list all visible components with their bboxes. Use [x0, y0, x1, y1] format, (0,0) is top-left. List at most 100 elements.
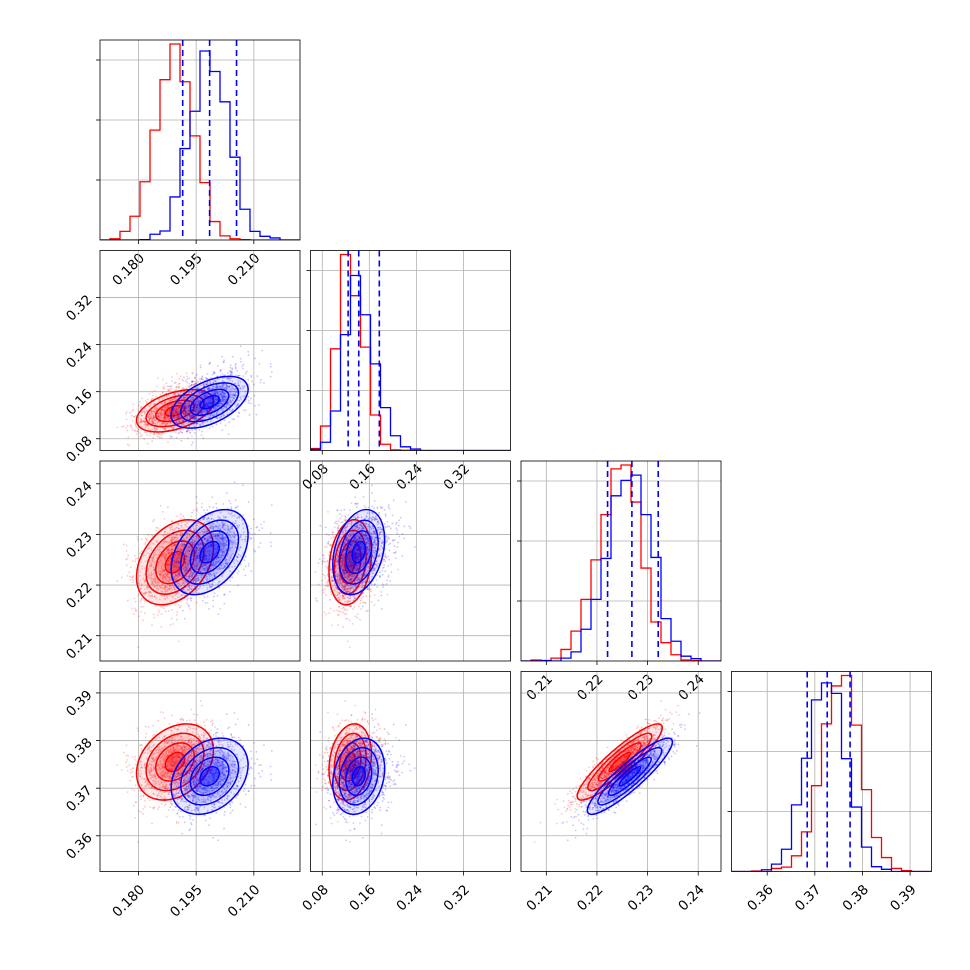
sample-point-blue [269, 541, 272, 544]
sample-point-red [154, 418, 157, 421]
sample-point-blue [192, 422, 194, 425]
sample-point-blue [223, 593, 226, 596]
sample-point-blue [186, 430, 189, 432]
sample-point-red [168, 549, 171, 552]
sample-point-blue [199, 423, 202, 426]
sample-point-red [209, 362, 211, 364]
sample-point-red [182, 545, 185, 548]
sample-point-red [221, 545, 224, 547]
sample-point-red [188, 545, 191, 548]
sample-point-blue [203, 389, 206, 392]
sample-point-blue [179, 417, 182, 420]
sample-point-blue [226, 402, 229, 405]
sample-point-blue [154, 425, 157, 427]
sample-point-red [152, 415, 155, 417]
sample-point-blue [182, 388, 185, 391]
sample-point-blue [242, 568, 245, 571]
sample-point-blue [223, 359, 225, 362]
sample-point-red [144, 412, 146, 415]
sample-point-red [183, 538, 186, 541]
sample-point-red [165, 604, 168, 607]
sample-point-red [182, 423, 185, 425]
sample-point-red [206, 559, 209, 562]
sample-point-red [176, 572, 179, 575]
sample-point-red [195, 507, 198, 510]
sample-point-red [196, 562, 199, 565]
sample-point-red [197, 574, 199, 577]
sample-point-red [163, 414, 166, 417]
sample-point-blue [233, 394, 236, 397]
sample-point-red [151, 421, 154, 424]
sample-point-blue [192, 405, 195, 408]
sample-point-blue [198, 393, 201, 395]
sample-point-red [175, 416, 178, 419]
sample-point-blue [168, 585, 171, 588]
sample-point-blue [196, 509, 198, 512]
sample-point-red [148, 565, 151, 568]
sample-point-red [172, 426, 175, 429]
sample-point-red [177, 415, 180, 417]
sample-point-blue [180, 424, 183, 427]
sample-point-blue [230, 401, 233, 403]
sample-point-red [161, 606, 163, 608]
sample-point-blue [225, 405, 227, 407]
sample-point-red [148, 546, 151, 549]
sample-point-red [139, 432, 142, 435]
sample-point-blue [209, 362, 211, 364]
sample-point-red [155, 582, 157, 585]
sample-point-blue [173, 536, 176, 539]
sample-point-blue [206, 509, 209, 511]
sample-point-blue [196, 418, 199, 421]
sample-point-red [138, 421, 141, 424]
sample-point-red [140, 550, 143, 553]
sample-point-red [134, 423, 137, 425]
sample-point-blue [247, 564, 250, 567]
sample-point-red [208, 574, 211, 576]
sample-point-red [163, 414, 166, 417]
sample-point-blue [219, 400, 222, 403]
sample-point-blue [175, 409, 177, 412]
sample-point-blue [229, 393, 232, 396]
sample-point-blue [191, 399, 194, 401]
sample-point-red [140, 414, 143, 417]
sample-point-red [194, 419, 197, 422]
sample-point-red [190, 415, 193, 417]
sample-point-red [180, 402, 182, 405]
sample-point-blue [167, 403, 169, 406]
sample-point-red [189, 571, 192, 574]
sample-point-red [169, 558, 172, 560]
sample-point-blue [197, 410, 200, 412]
sample-point-blue [212, 406, 215, 409]
sample-point-blue [261, 527, 264, 530]
sample-point-red [164, 558, 167, 561]
sample-point-blue [208, 402, 211, 404]
sample-point-blue [196, 404, 199, 406]
sample-point-red [172, 557, 175, 560]
sample-point-blue [229, 379, 231, 382]
sample-point-blue [194, 412, 197, 414]
sample-point-red [196, 422, 199, 425]
sample-point-red [183, 588, 185, 591]
sample-point-red [161, 534, 164, 537]
sample-point-blue [221, 380, 224, 382]
sample-point-blue [209, 402, 212, 405]
sample-point-blue [189, 385, 192, 388]
sample-point-blue [197, 417, 200, 420]
sample-point-red [139, 552, 141, 555]
sample-point-blue [206, 404, 209, 407]
sample-point-red [135, 433, 138, 436]
sample-point-blue [258, 362, 261, 365]
sample-point-red [179, 391, 182, 394]
sample-point-red [182, 414, 185, 416]
sample-point-blue [196, 403, 199, 406]
sample-point-blue [175, 405, 178, 408]
sample-point-blue [194, 409, 197, 412]
sample-point-red [150, 571, 153, 574]
sample-point-blue [230, 371, 233, 374]
sample-point-blue [199, 411, 202, 414]
sample-point-blue [236, 404, 239, 407]
sample-point-red [173, 416, 176, 419]
sample-point-red [142, 593, 145, 595]
sample-point-red [178, 561, 181, 564]
sample-point-red [177, 559, 180, 562]
